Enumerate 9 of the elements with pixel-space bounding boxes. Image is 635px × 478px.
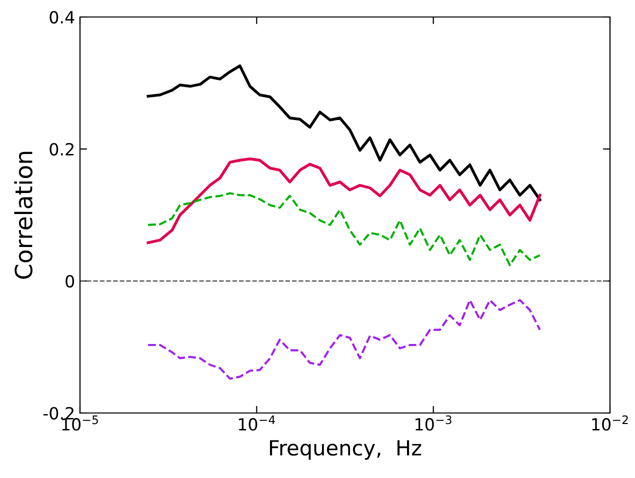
x-tick-label: 10$^{−3}$ (416, 415, 452, 431)
y-axis-title: Correlation (14, 152, 32, 279)
x-tick-label: 10$^{−2}$ (592, 415, 628, 431)
x-axis-title: Frequency, Hz (270, 440, 422, 460)
y-tick-label: 0 (66, 274, 74, 288)
y-tick-label: 0.2 (50, 142, 74, 156)
y-tick-label: 0.4 (50, 10, 74, 24)
y-tick-label: -0.2 (43, 406, 74, 420)
x-tick-label: 10$^{−4}$ (238, 416, 275, 431)
